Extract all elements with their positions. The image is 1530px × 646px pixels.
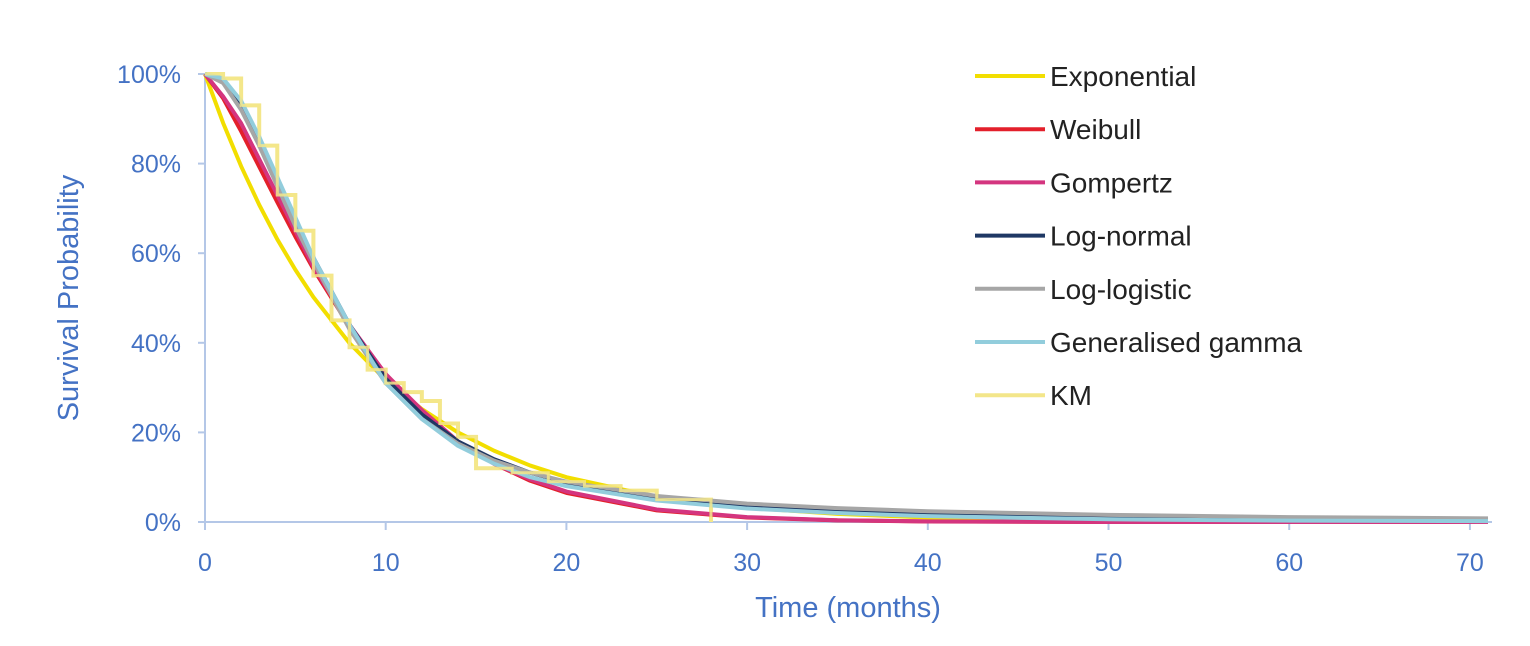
y-tick-label: 60%	[131, 240, 181, 268]
axes: 0% 20% 40% 60% 80% 100% 0 10 20 30 40 50 60 70	[117, 61, 1492, 577]
y-tick-label: 80%	[131, 151, 181, 179]
legend-label: Weibull	[1050, 114, 1141, 145]
series-weibull	[203, 72, 1488, 524]
x-tick-label: 60	[1275, 549, 1303, 577]
x-tick-label: 30	[733, 549, 761, 577]
y-tick-label: 0%	[145, 509, 181, 537]
legend-label: Gompertz	[1050, 167, 1173, 198]
y-axis-title: Survival Probability	[53, 174, 85, 421]
series-generalised-gamma	[204, 72, 1489, 524]
x-axis-title: Time (months)	[755, 592, 941, 624]
series-exponential	[203, 73, 1489, 524]
legend-label: Log-normal	[1050, 221, 1192, 252]
series-log-logistic	[204, 72, 1489, 521]
series-gompertz	[203, 72, 1488, 524]
x-tick-label: 0	[198, 549, 212, 577]
series-km-overlay	[205, 72, 713, 522]
x-tick-label: 70	[1456, 549, 1484, 577]
series-log-normal	[204, 72, 1489, 522]
legend-label: Log-logistic	[1050, 274, 1192, 305]
x-tick-label: 40	[914, 549, 942, 577]
legend-label: Exponential	[1050, 61, 1196, 92]
series-km	[205, 72, 713, 522]
x-tick-label: 50	[1095, 549, 1123, 577]
y-tick-label: 40%	[131, 330, 181, 358]
x-tick-label: 10	[372, 549, 400, 577]
y-tick-label: 20%	[131, 419, 181, 447]
legend: Exponential Weibull Gompertz Log-normal Log-…	[975, 61, 1303, 411]
y-tick-label: 100%	[117, 61, 181, 89]
curves	[203, 72, 1489, 524]
legend-label: KM	[1050, 380, 1092, 411]
x-tick-label: 20	[553, 549, 581, 577]
legend-label: Generalised gamma	[1050, 327, 1303, 358]
